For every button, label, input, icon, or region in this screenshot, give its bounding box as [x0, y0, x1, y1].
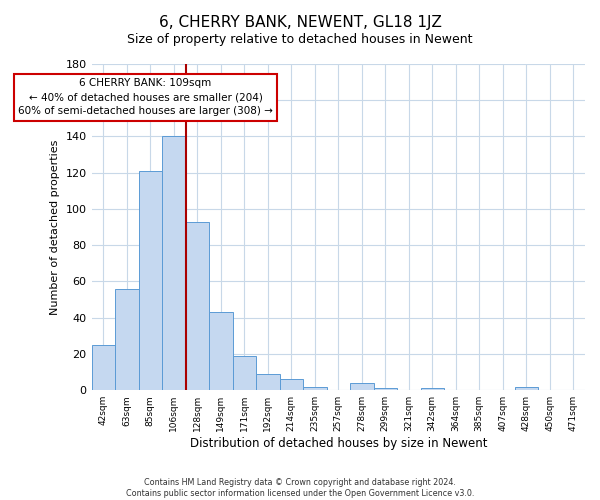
Bar — [92, 345, 115, 390]
Text: 6 CHERRY BANK: 109sqm
← 40% of detached houses are smaller (204)
60% of semi-det: 6 CHERRY BANK: 109sqm ← 40% of detached … — [18, 78, 273, 116]
Bar — [421, 388, 444, 390]
Bar — [209, 312, 233, 390]
Bar — [515, 386, 538, 390]
Bar — [374, 388, 397, 390]
Y-axis label: Number of detached properties: Number of detached properties — [50, 140, 60, 315]
Bar — [185, 222, 209, 390]
Bar — [233, 356, 256, 390]
Bar — [162, 136, 185, 390]
Text: Size of property relative to detached houses in Newent: Size of property relative to detached ho… — [127, 32, 473, 46]
Bar — [139, 171, 162, 390]
Bar — [115, 288, 139, 390]
Bar — [303, 386, 326, 390]
Bar — [350, 383, 374, 390]
Text: 6, CHERRY BANK, NEWENT, GL18 1JZ: 6, CHERRY BANK, NEWENT, GL18 1JZ — [158, 15, 442, 30]
Text: Contains HM Land Registry data © Crown copyright and database right 2024.
Contai: Contains HM Land Registry data © Crown c… — [126, 478, 474, 498]
X-axis label: Distribution of detached houses by size in Newent: Distribution of detached houses by size … — [190, 437, 487, 450]
Bar — [280, 380, 303, 390]
Bar — [256, 374, 280, 390]
